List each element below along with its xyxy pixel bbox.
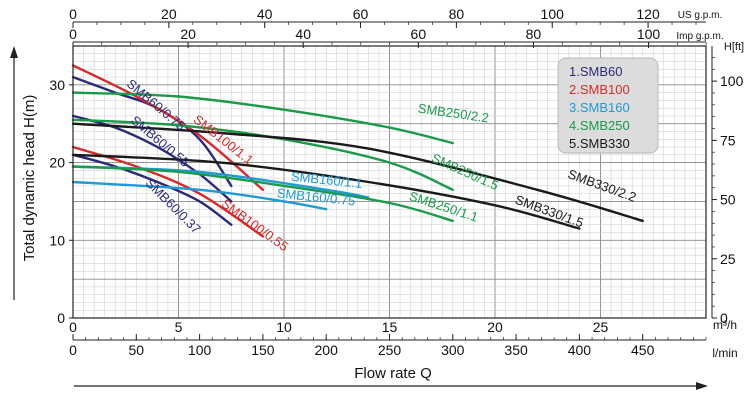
lmin-tick-label: 100 — [188, 342, 212, 358]
lmin-tick-label: 450 — [631, 342, 655, 358]
ft-tick-label: 25 — [720, 251, 736, 267]
legend: 1.SMB60 2.SMB100 3.SMB160 4.SMB250 5.SMB… — [557, 57, 659, 154]
us-gpm-tick-label: 0 — [69, 6, 77, 22]
us-gpm-tick-label: 20 — [161, 6, 177, 22]
curve-smb60-0-37 — [71, 153, 233, 226]
curve-smb330-2-2 — [71, 122, 644, 223]
curve-label-smb330-2-2: SMB330/2.2 — [566, 166, 638, 205]
us-gpm-tick-label: 100 — [541, 6, 565, 22]
us-gpm-tick-label: 80 — [449, 6, 465, 22]
us-gpm-tick-label: 120 — [636, 6, 660, 22]
unit-m3h: m³/h — [713, 318, 737, 332]
imp-gpm-tick-label: 40 — [295, 26, 311, 42]
lmin-tick-label: 150 — [251, 342, 275, 358]
lmin-tick-label: 50 — [129, 342, 145, 358]
legend-item-1: 1.SMB60 — [569, 64, 622, 79]
imp-gpm-tick-label: 0 — [69, 26, 77, 42]
y-tick-label: 20 — [49, 155, 65, 171]
m3h-tick-label: 25 — [593, 319, 609, 335]
x-axis-title: Flow rate Q — [354, 365, 432, 382]
m3h-tick-label: 0 — [69, 319, 77, 335]
ft-tick-label: 100 — [720, 73, 744, 89]
y-tick-label: 10 — [49, 232, 65, 248]
m3h-tick-label: 5 — [175, 319, 183, 335]
lmin-tick-label: 200 — [315, 342, 339, 358]
legend-box — [557, 57, 659, 154]
us-gpm-tick-label: 40 — [257, 6, 273, 22]
imp-gpm-tick-label: 80 — [526, 26, 542, 42]
curve-smb60-0-55 — [71, 114, 233, 203]
curve-smb330-1-5 — [71, 153, 581, 230]
ft-tick-label: 0 — [720, 310, 728, 326]
y-tick-label: 30 — [49, 77, 65, 93]
curve-smb160-0-75 — [71, 180, 328, 211]
imp-gpm-tick-label: 20 — [180, 26, 196, 42]
ft-tick-label: 50 — [720, 192, 736, 208]
lmin-tick-label: 350 — [504, 342, 528, 358]
y-tick-label: 0 — [57, 310, 65, 326]
lmin-tick-label: 0 — [69, 342, 77, 358]
x-arrow-head — [696, 382, 708, 390]
us-gpm-tick-label: 60 — [353, 6, 369, 22]
ft-tick-label: 75 — [720, 132, 736, 148]
plot-frame — [72, 45, 707, 319]
m3h-tick-label: 10 — [276, 319, 292, 335]
unit-us-gpm: US g.p.m. — [678, 10, 722, 21]
imp-gpm-tick-label: 100 — [637, 26, 661, 42]
unit-imp-gpm: Imp g.p.m. — [676, 31, 723, 42]
m3h-tick-label: 15 — [382, 319, 398, 335]
legend-item-5: 5.SMB330 — [569, 136, 630, 151]
y-arrow-head — [10, 46, 18, 58]
curve-label-smb250-1-5: SMB250/1.5 — [429, 150, 500, 193]
m3h-tick-label: 20 — [487, 319, 503, 335]
curve-smb250-1-1 — [71, 165, 454, 223]
imp-gpm-tick-label: 60 — [411, 26, 427, 42]
curve-label-smb250-2-2: SMB250/2.2 — [417, 101, 490, 126]
curve-smb250-1-5 — [71, 118, 454, 191]
unit-lmin: l/min — [712, 346, 737, 360]
curve-label-smb60-0-37: SMB60/0.37 — [143, 175, 204, 236]
legend-item-3: 3.SMB160 — [569, 100, 630, 115]
lmin-tick-label: 400 — [568, 342, 592, 358]
curve-smb100-1-1 — [71, 64, 265, 191]
lmin-tick-label: 300 — [441, 342, 465, 358]
y-axis-title: Total dynamic head H(m) — [21, 95, 38, 262]
legend-item-2: 2.SMB100 — [569, 82, 630, 97]
right-axis-unit: H[ft] — [724, 41, 744, 53]
lmin-tick-label: 250 — [378, 342, 402, 358]
curves — [71, 64, 644, 238]
curve-label-smb160-1-1: SMB160/1.1 — [290, 169, 363, 191]
legend-item-4: 4.SMB250 — [569, 118, 630, 133]
curve-smb250-2-2 — [71, 91, 454, 145]
